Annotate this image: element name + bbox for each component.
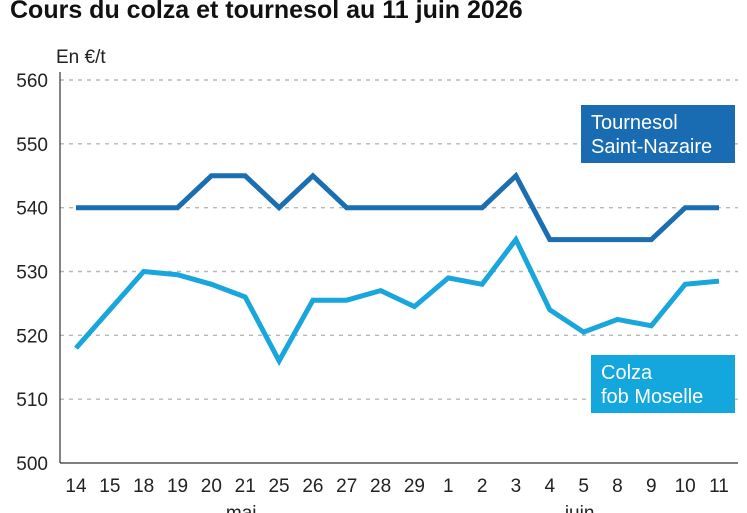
x-tick-label: 21: [235, 476, 256, 497]
legend-box-0: [581, 105, 735, 163]
data-point: [581, 330, 586, 335]
x-tick-label: 4: [545, 476, 556, 497]
x-tick-label: 10: [675, 476, 696, 497]
x-tick-label: 19: [167, 476, 188, 497]
data-point: [446, 275, 451, 280]
data-point: [243, 295, 248, 300]
legend-label: fob Moselle: [601, 386, 703, 408]
data-point: [378, 288, 383, 293]
x-tick-labels: 14 15 18 19 20 21 25 26 27 28 29 1 2 3 4 5 8 9 10 11 mai juin: [65, 476, 728, 513]
data-point: [141, 269, 146, 274]
y-tick-label: 520: [16, 326, 48, 347]
data-point: [513, 237, 518, 242]
month-label: juin: [564, 503, 595, 513]
y-tick-label: 540: [16, 199, 48, 220]
x-tick-label: 27: [336, 476, 357, 497]
data-point: [209, 282, 214, 287]
data-point: [717, 279, 722, 284]
data-point: [412, 304, 417, 309]
y-tick-label: 530: [16, 263, 48, 284]
x-tick-label: 18: [133, 476, 154, 497]
legend-box-1: [591, 355, 735, 413]
data-point: [649, 323, 654, 328]
data-point: [717, 205, 722, 210]
x-tick-label: 28: [370, 476, 391, 497]
data-point: [446, 205, 451, 210]
x-tick-label: 25: [268, 476, 289, 497]
data-point: [175, 205, 180, 210]
data-point: [310, 173, 315, 178]
x-tick-label: 1: [443, 476, 454, 497]
x-tick-label: 5: [578, 476, 589, 497]
series-line-1: [74, 234, 720, 367]
y-tick-label: 510: [16, 390, 48, 411]
month-label: mai: [226, 503, 257, 513]
data-point: [547, 237, 552, 242]
data-point: [107, 307, 112, 312]
data-point: [277, 358, 282, 363]
data-point: [547, 307, 552, 312]
x-tick-label: 2: [477, 476, 488, 497]
x-tick-label: 20: [201, 476, 222, 497]
data-point: [74, 205, 79, 210]
data-point: [378, 205, 383, 210]
data-point: [649, 237, 654, 242]
data-point: [581, 237, 586, 242]
data-point: [74, 346, 79, 351]
data-point: [344, 298, 349, 303]
data-point: [683, 282, 688, 287]
x-tick-label: 9: [646, 476, 657, 497]
x-tick-label: 29: [404, 476, 425, 497]
data-point: [412, 205, 417, 210]
y-tick-label: 560: [16, 71, 48, 92]
chart-title: Cours du colza et tournesol au 11 juin 2…: [10, 0, 523, 24]
y-tick-labels: 500 510 520 530 540 550 560: [16, 71, 48, 475]
y-axis-unit-label: En €/t: [56, 47, 106, 68]
y-tick-label: 500: [16, 454, 48, 475]
data-point: [615, 237, 620, 242]
series-line-0: [76, 171, 719, 243]
data-point: [141, 205, 146, 210]
legend-label: Colza: [601, 362, 653, 384]
data-point: [175, 272, 180, 277]
data-point: [480, 205, 485, 210]
x-tick-label: 3: [511, 476, 522, 497]
legend-label: Tournesol: [591, 112, 678, 134]
data-point: [107, 205, 112, 210]
data-point: [277, 205, 282, 210]
data-point: [683, 205, 688, 210]
x-tick-label: 15: [99, 476, 120, 497]
data-point: [615, 317, 620, 322]
x-tick-label: 26: [302, 476, 323, 497]
data-point: [513, 173, 518, 178]
data-point: [480, 282, 485, 287]
y-tick-label: 550: [16, 135, 48, 156]
x-tick-label: 8: [612, 476, 623, 497]
data-point: [243, 173, 248, 178]
grid: [60, 79, 738, 464]
data-point: [310, 298, 315, 303]
x-tick-label: 11: [709, 476, 729, 497]
data-point: [344, 205, 349, 210]
x-tick-label: 14: [65, 476, 87, 497]
series-lines: [74, 171, 722, 367]
data-point: [209, 173, 214, 178]
legend-label: Saint-Nazaire: [591, 136, 712, 158]
